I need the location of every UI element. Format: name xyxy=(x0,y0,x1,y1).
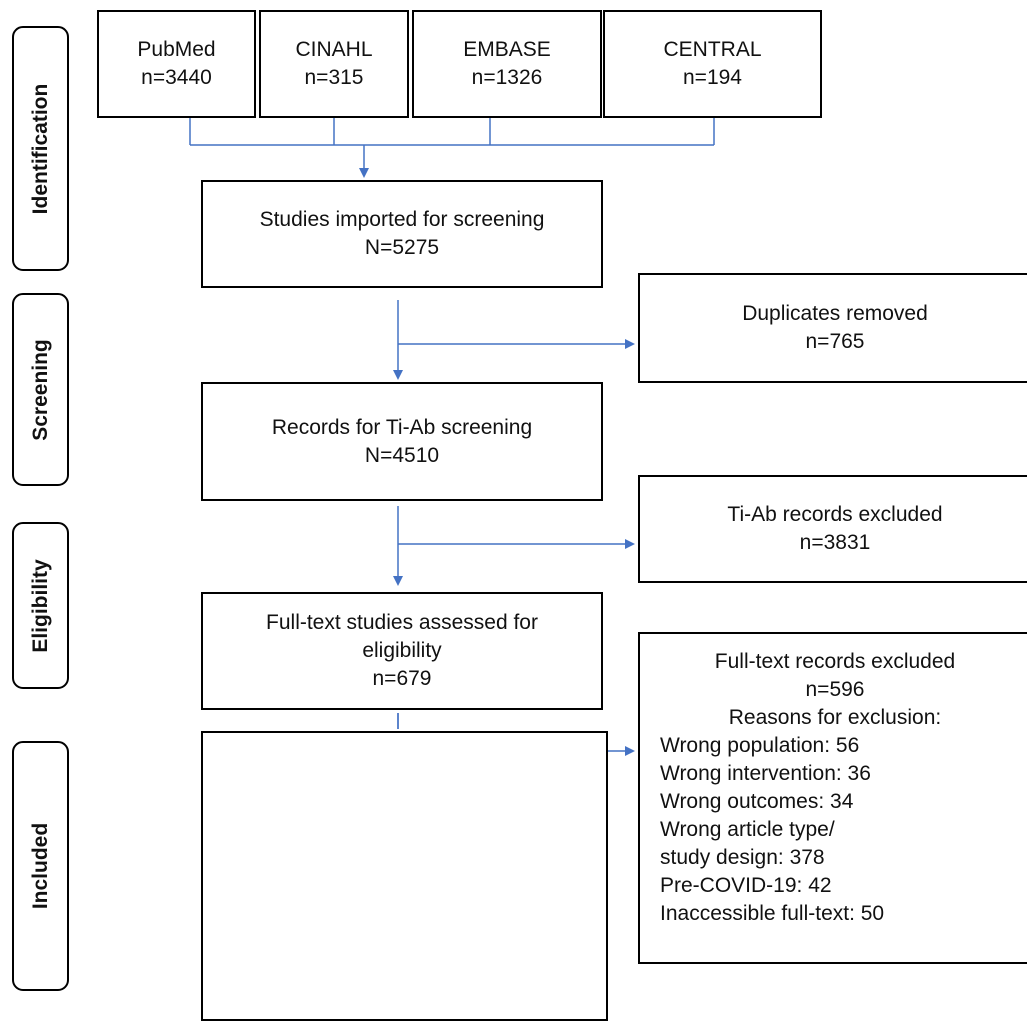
exclusion-reason: Wrong article type/ xyxy=(660,818,835,841)
tiab-excluded-count: n=3831 xyxy=(799,531,871,554)
fulltext-excluded-box: Full-text records excluded n=596 Reasons… xyxy=(638,632,1027,964)
exclusion-reasons-list: Wrong population: 56 Wrong intervention:… xyxy=(640,732,884,928)
fulltext-assessed-count: n=679 xyxy=(372,667,432,690)
included-box xyxy=(201,731,608,1021)
tiab-screening-label: Records for Ti-Ab screening xyxy=(271,415,533,439)
fulltext-excluded-label: Full-text records excluded xyxy=(714,650,956,673)
duplicates-box: Duplicates removed n=765 xyxy=(638,273,1027,383)
stage-eligibility-label: Eligibility xyxy=(28,558,52,653)
stage-screening-label: Screening xyxy=(28,338,52,441)
fulltext-assessed-line1: Full-text studies assessed for xyxy=(266,611,538,634)
source-pubmed-box: PubMed n=3440 xyxy=(97,10,256,118)
tiab-excluded-box: Ti-Ab records excluded n=3831 xyxy=(638,475,1027,583)
stage-identification-label: Identification xyxy=(28,83,52,214)
source-central-box: CENTRAL n=194 xyxy=(603,10,822,118)
source-cinahl-box: CINAHL n=315 xyxy=(259,10,409,118)
source-name: CINAHL xyxy=(295,38,373,61)
stage-identification: Identification xyxy=(12,26,69,271)
source-count: n=194 xyxy=(683,66,742,89)
exclusion-reason: Inaccessible full-text: 50 xyxy=(660,902,885,925)
stage-eligibility: Eligibility xyxy=(12,522,69,689)
tiab-screening-count: N=4510 xyxy=(364,443,440,467)
exclusion-reason: Wrong outcomes: 34 xyxy=(660,790,854,813)
exclusion-reason: Wrong intervention: 36 xyxy=(660,762,871,785)
source-count: n=315 xyxy=(304,66,364,89)
duplicates-count: n=765 xyxy=(805,330,865,353)
exclusion-reason: study design: 378 xyxy=(660,846,825,869)
fulltext-assessed-box: Full-text studies assessed for eligibili… xyxy=(201,592,603,710)
stage-included-label: Included xyxy=(28,822,52,910)
source-count: n=1326 xyxy=(471,66,543,89)
exclusion-reason: Wrong population: 56 xyxy=(660,734,860,757)
source-name: PubMed xyxy=(137,38,216,61)
stage-included: Included xyxy=(12,741,69,991)
exclusion-reason: Pre-COVID-19: 42 xyxy=(660,874,832,897)
source-name: CENTRAL xyxy=(663,38,762,61)
tiab-screening-box: Records for Ti-Ab screening N=4510 xyxy=(201,382,603,501)
imported-count: N=5275 xyxy=(364,236,440,259)
source-count: n=3440 xyxy=(141,66,212,89)
source-embase-box: EMBASE n=1326 xyxy=(412,10,602,118)
tiab-excluded-label: Ti-Ab records excluded xyxy=(727,503,943,526)
source-name: EMBASE xyxy=(463,38,551,61)
imported-box: Studies imported for screening N=5275 xyxy=(201,180,603,288)
exclusion-reasons-title: Reasons for exclusion: xyxy=(728,706,942,729)
duplicates-label: Duplicates removed xyxy=(742,302,928,325)
fulltext-assessed-line2: eligibility xyxy=(362,639,442,662)
stage-screening: Screening xyxy=(12,293,69,486)
imported-label: Studies imported for screening xyxy=(259,208,545,231)
fulltext-excluded-count: n=596 xyxy=(805,678,865,701)
